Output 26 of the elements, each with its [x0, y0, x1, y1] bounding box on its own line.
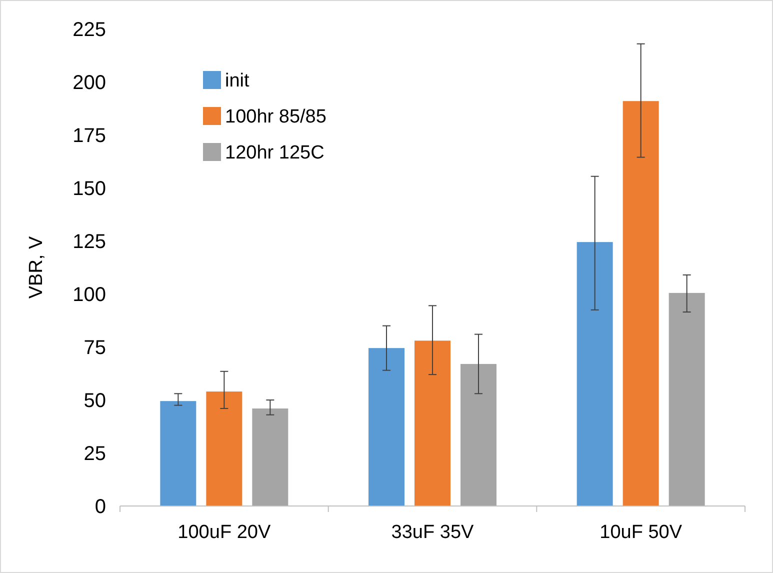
y-tick-label: 175: [72, 125, 106, 147]
y-tick-label: 150: [72, 178, 106, 200]
bar: [460, 364, 496, 506]
y-tick-label: 25: [84, 443, 106, 465]
y-axis-title: VBR, V: [26, 236, 47, 299]
y-tick-label: 100: [72, 284, 106, 306]
y-tick-label: 225: [72, 19, 106, 41]
y-tick-label: 50: [84, 390, 106, 412]
legend-label: 100hr 85/85: [225, 106, 326, 128]
x-tick-label: 10uF 50V: [600, 522, 682, 543]
y-tick-label: 200: [72, 72, 106, 94]
bar: [252, 408, 288, 506]
y-tick-label: 75: [84, 337, 106, 359]
bar: [206, 392, 242, 506]
legend-label: 120hr 125C: [225, 142, 324, 164]
bar: [576, 242, 613, 506]
x-tick-label: 100uF 20V: [178, 522, 271, 543]
bar: [414, 340, 450, 506]
y-tick-label: 125: [72, 231, 106, 253]
bar: [668, 292, 705, 506]
x-tick-label: 33uF 35V: [391, 522, 474, 543]
legend-label: init: [225, 70, 250, 92]
y-tick-label: 0: [94, 496, 106, 518]
bar: [368, 348, 404, 506]
bar: [160, 401, 196, 506]
bar: [622, 101, 659, 506]
